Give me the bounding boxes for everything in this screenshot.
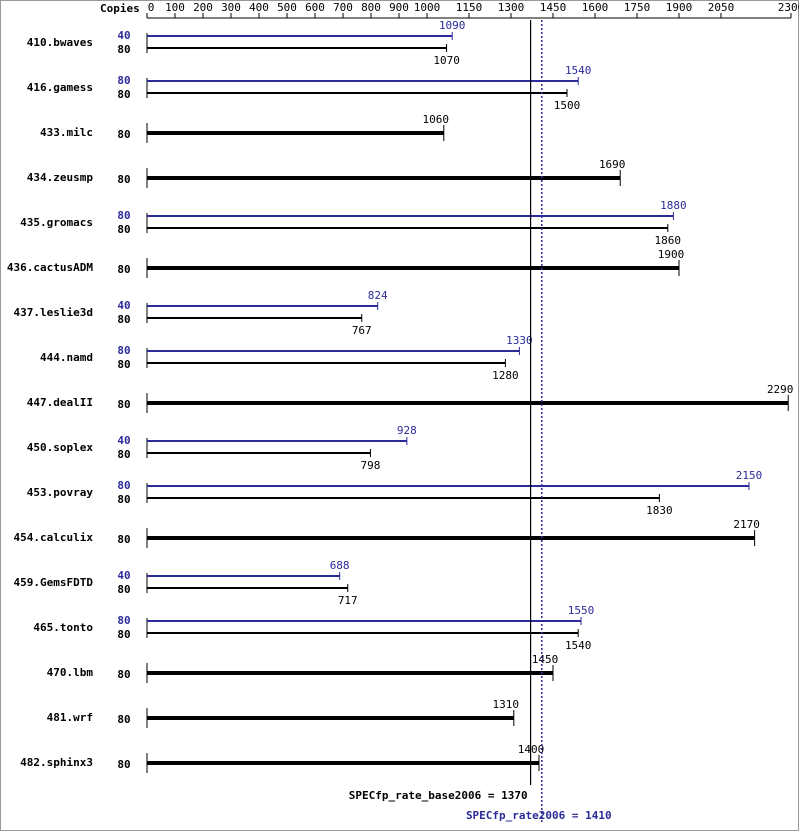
- copies: 80: [117, 398, 130, 411]
- value-label: 2170: [733, 518, 760, 531]
- copies: 80: [117, 128, 130, 141]
- peak-value-label: 824: [368, 289, 388, 302]
- benchmark-name: 437.leslie3d: [14, 306, 93, 319]
- copies: 80: [117, 758, 130, 771]
- benchmark-name: 465.tonto: [33, 621, 93, 634]
- base-copies: 80: [117, 628, 130, 641]
- base-copies: 80: [117, 313, 130, 326]
- benchmark-name: 454.calculix: [14, 531, 94, 544]
- copies: 80: [117, 533, 130, 546]
- x-tick-label: 1450: [540, 1, 567, 14]
- base-copies: 80: [117, 88, 130, 101]
- benchmark-name: 435.gromacs: [20, 216, 93, 229]
- x-tick-label: 1150: [456, 1, 483, 14]
- peak-copies: 80: [117, 614, 130, 627]
- value-label: 1450: [532, 653, 559, 666]
- peak-copies: 40: [117, 569, 130, 582]
- base-value-label: 1280: [492, 369, 519, 382]
- base-value-label: 1830: [646, 504, 673, 517]
- base-value-label: 1540: [565, 639, 592, 652]
- value-label: 2290: [767, 383, 794, 396]
- peak-copies: 80: [117, 74, 130, 87]
- x-tick-label: 1000: [414, 1, 441, 14]
- value-label: 1060: [423, 113, 450, 126]
- peak-value-label: 1880: [660, 199, 687, 212]
- copies: 80: [117, 713, 130, 726]
- base-value-label: 1860: [655, 234, 682, 247]
- peak-value-label: 1090: [439, 19, 466, 32]
- benchmark-name: 434.zeusmp: [27, 171, 94, 184]
- benchmark-name: 482.sphinx3: [20, 756, 93, 769]
- peak-copies: 40: [117, 434, 130, 447]
- base-value-label: 798: [361, 459, 381, 472]
- peak-copies: 80: [117, 479, 130, 492]
- x-tick-label: 700: [333, 1, 353, 14]
- benchmark-name: 447.dealII: [27, 396, 93, 409]
- benchmark-name: 444.namd: [40, 351, 93, 364]
- base-value-label: 767: [352, 324, 372, 337]
- x-tick-label: 0: [148, 1, 155, 14]
- base-copies: 80: [117, 493, 130, 506]
- copies: 80: [117, 668, 130, 681]
- benchmark-name: 450.soplex: [27, 441, 94, 454]
- peak-copies: 40: [117, 299, 130, 312]
- x-tick-label: 1900: [666, 1, 693, 14]
- reference-label: SPECfp_rate2006 = 1410: [466, 809, 612, 822]
- x-tick-label: 1750: [624, 1, 651, 14]
- x-tick-label: 600: [305, 1, 325, 14]
- peak-value-label: 688: [330, 559, 350, 572]
- base-copies: 80: [117, 583, 130, 596]
- x-tick-label: 200: [193, 1, 213, 14]
- benchmark-name: 470.lbm: [47, 666, 94, 679]
- x-tick-label: 900: [389, 1, 409, 14]
- peak-copies: 40: [117, 29, 130, 42]
- copies: 80: [117, 263, 130, 276]
- value-label: 1310: [493, 698, 520, 711]
- peak-copies: 80: [117, 344, 130, 357]
- x-tick-label: 2300: [778, 1, 799, 14]
- reference-label: SPECfp_rate_base2006 = 1370: [349, 789, 528, 802]
- x-tick-label: 800: [361, 1, 381, 14]
- base-value-label: 1070: [433, 54, 460, 67]
- benchmark-name: 453.povray: [27, 486, 94, 499]
- x-tick-label: 100: [165, 1, 185, 14]
- x-tick-label: 1600: [582, 1, 609, 14]
- x-tick-label: 500: [277, 1, 297, 14]
- base-value-label: 1500: [554, 99, 581, 112]
- benchmark-name: 459.GemsFDTD: [14, 576, 94, 589]
- base-value-label: 717: [338, 594, 358, 607]
- value-label: 1900: [658, 248, 685, 261]
- peak-copies: 80: [117, 209, 130, 222]
- base-copies: 80: [117, 223, 130, 236]
- peak-value-label: 1550: [568, 604, 595, 617]
- value-label: 1690: [599, 158, 626, 171]
- base-copies: 80: [117, 43, 130, 56]
- base-copies: 80: [117, 448, 130, 461]
- x-tick-label: 300: [221, 1, 241, 14]
- base-copies: 80: [117, 358, 130, 371]
- x-tick-label: 400: [249, 1, 269, 14]
- copies-header: Copies: [100, 2, 140, 15]
- x-tick-label: 2050: [708, 1, 735, 14]
- peak-value-label: 928: [397, 424, 417, 437]
- peak-value-label: 1330: [506, 334, 533, 347]
- x-tick-label: 1300: [498, 1, 525, 14]
- copies: 80: [117, 173, 130, 186]
- benchmark-name: 416.gamess: [27, 81, 93, 94]
- peak-value-label: 2150: [736, 469, 763, 482]
- benchmark-name: 433.milc: [40, 126, 93, 139]
- benchmark-name: 481.wrf: [47, 711, 93, 724]
- peak-value-label: 1540: [565, 64, 592, 77]
- benchmark-name: 410.bwaves: [27, 36, 93, 49]
- benchmark-name: 436.cactusADM: [7, 261, 93, 274]
